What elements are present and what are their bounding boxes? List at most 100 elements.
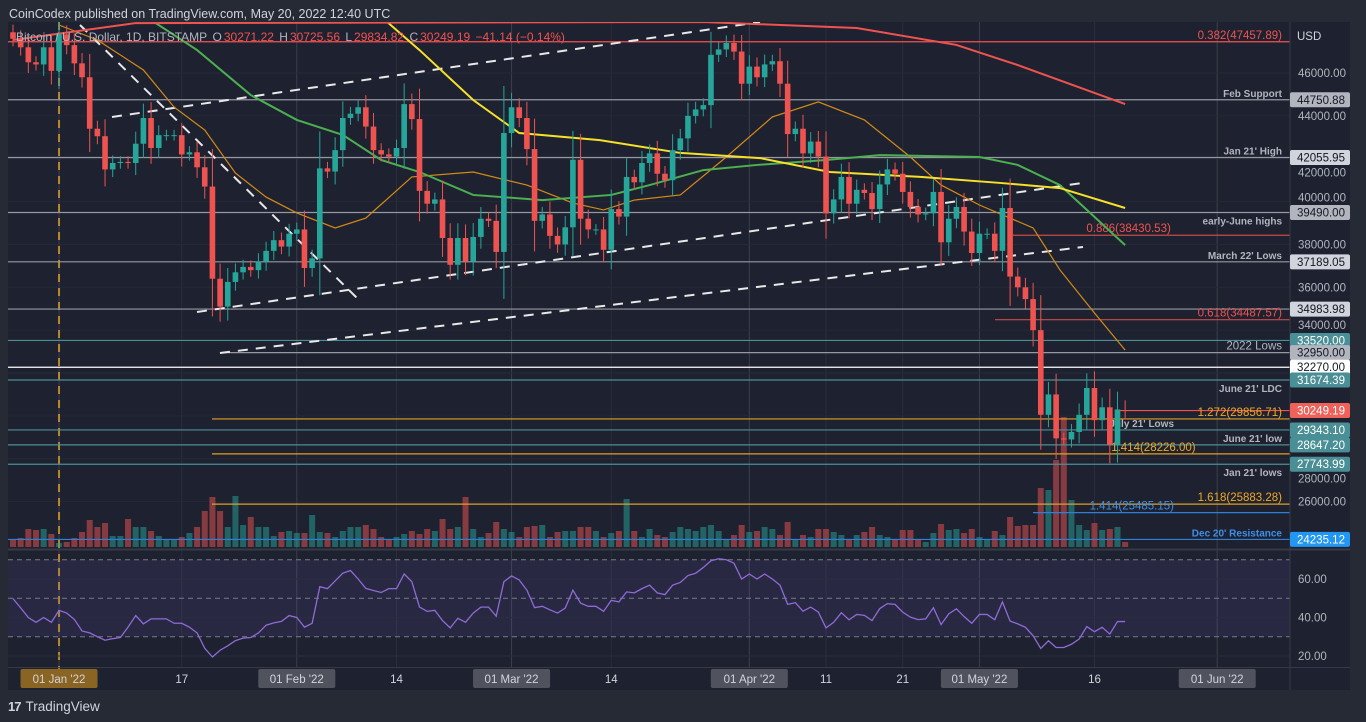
candle-body: [140, 118, 147, 144]
candle-body: [155, 135, 162, 149]
high-value: 30725.56: [289, 30, 340, 44]
rsi-series-line: [12, 558, 1126, 658]
time-axis[interactable]: 01 Jan '22 17 01 Feb '22 14 01 Mar '22 14 01 A…: [20, 669, 1256, 688]
candle-body: [708, 54, 714, 106]
volume-bar: [178, 537, 185, 547]
candle-body: [439, 199, 446, 239]
price-tick-label: 28000.00: [1298, 474, 1346, 486]
volume-bar: [263, 527, 270, 547]
currency-label: USD: [1297, 31, 1321, 43]
volume-bar: [332, 537, 339, 547]
candle-body: [224, 281, 231, 307]
price-tick-label: 42000.00: [1298, 168, 1346, 180]
volume-bar: [915, 539, 922, 547]
candle-body: [186, 152, 193, 155]
candle-body: [907, 191, 914, 207]
candle-body: [1037, 330, 1044, 415]
candle-body: [984, 233, 990, 235]
volume-bar: [585, 527, 592, 547]
candle-body: [853, 189, 860, 204]
price-tick-label: 36000.00: [1298, 282, 1346, 294]
candle-body: [792, 128, 799, 135]
level-label: Dec 20' Resistance: [1192, 528, 1283, 539]
candles: [10, 22, 1128, 464]
candle-body: [148, 118, 154, 149]
candle-body: [293, 229, 300, 234]
volume-bar: [424, 529, 431, 547]
price-tag-label: 39490.00: [1297, 208, 1345, 220]
volume-bar: [1099, 530, 1106, 547]
candle-body: [125, 161, 131, 164]
rsi-line: [12, 558, 1126, 658]
candle-body: [915, 206, 921, 215]
price-tag-label: 32270.00: [1297, 362, 1345, 374]
candle-body: [132, 143, 139, 164]
low-label: L: [345, 30, 353, 44]
price-axis[interactable]: USD 60.00 40.00 20.00 46000.00 44000.00 42000…: [1297, 31, 1346, 663]
candle-body: [738, 51, 745, 84]
change-value: −41.14 (−0.14%): [475, 30, 565, 44]
candle-body: [1084, 388, 1090, 415]
time-tick-label: 17: [175, 674, 188, 686]
volume-bar: [447, 529, 454, 547]
volume-bar: [661, 537, 668, 547]
candle-body: [976, 233, 983, 254]
candle-body: [447, 238, 453, 265]
candle-body: [171, 135, 177, 137]
level-label: June 21' low: [1223, 434, 1282, 445]
level-label: 0.382(47457.89): [1198, 30, 1283, 42]
volume-bar: [516, 537, 523, 547]
candle-body: [424, 190, 430, 204]
candle-body: [861, 189, 868, 194]
volume-bar: [907, 530, 914, 547]
dashed-trendline[interactable]: [219, 246, 1084, 354]
candle-body: [1068, 431, 1075, 440]
price-tags: 44750.88 42055.95 39490.00 37189.05 34983.98…: [1290, 92, 1350, 547]
volume-bar: [1022, 525, 1029, 547]
candle-body: [938, 191, 944, 243]
price-tag-label: 37189.05: [1297, 257, 1345, 269]
candle-body: [777, 61, 783, 84]
level-label: 2022 Lows: [1226, 341, 1282, 353]
volume-bar: [48, 534, 55, 547]
horizontal-levels[interactable]: 0.382(47457.89) Feb Support Jan 21' High ea…: [8, 30, 1290, 541]
candle-body: [1053, 394, 1059, 439]
price-tag-label: 34983.98: [1297, 304, 1345, 316]
volume-bar: [1007, 517, 1014, 547]
dashed-trendline[interactable]: [79, 24, 358, 299]
candle-body: [209, 186, 216, 279]
candle-body: [1099, 407, 1105, 421]
level-label: early-June highs: [1203, 217, 1283, 228]
candle-body: [94, 128, 101, 137]
candle-body: [876, 184, 883, 210]
candle-body: [723, 42, 730, 50]
dashed-trendline[interactable]: [111, 22, 761, 118]
level-label: 1.272(29856.71): [1198, 407, 1283, 419]
volume-bar: [677, 527, 684, 547]
candle-body: [79, 63, 85, 78]
candle-body: [56, 34, 62, 71]
candle-body: [761, 64, 768, 78]
time-tick-label: 01 Mar '22: [485, 674, 539, 686]
tradingview-brand[interactable]: 17 TradingView: [8, 699, 100, 714]
candle-body: [102, 136, 108, 170]
candle-body: [1114, 409, 1121, 445]
candle-body: [332, 150, 338, 172]
candle-body: [800, 128, 806, 154]
symbol-name[interactable]: Bitcoin / U.S. Dollar, 1D, BITSTAMP: [16, 30, 208, 44]
price-tag: [1290, 332, 1350, 348]
price-tag: [1290, 531, 1350, 547]
candle-body: [554, 235, 561, 245]
price-tag: [1290, 422, 1350, 438]
volume-bar: [1068, 500, 1075, 547]
candle-body: [623, 176, 630, 217]
candle-body: [393, 148, 400, 157]
candle-body: [86, 77, 93, 129]
candle-body: [309, 258, 315, 269]
candle-body: [10, 32, 16, 39]
candle-body: [570, 159, 576, 228]
candle-body: [899, 173, 906, 192]
volume-bar: [125, 519, 132, 547]
candle-body: [240, 266, 246, 273]
